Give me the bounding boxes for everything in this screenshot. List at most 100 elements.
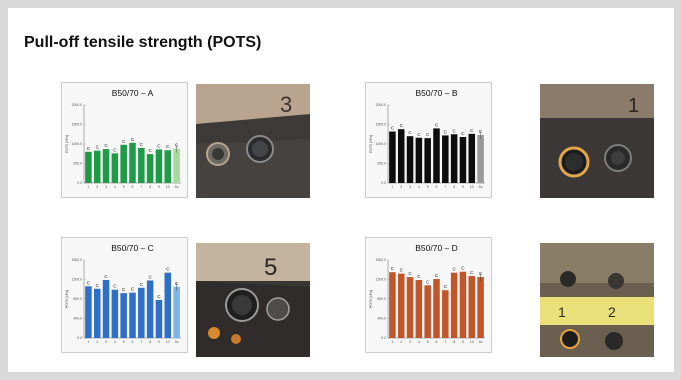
bar-label: C [87,280,91,285]
x-tick-label: 5 [427,340,429,344]
y-tick-label: 1500.0 [72,123,82,127]
x-tick-label: 1 [391,185,393,189]
x-tick-label: 1 [87,340,89,344]
bar [138,147,145,183]
y-tick-label: 0.0 [77,181,82,185]
x-tick-label: 9 [462,185,464,189]
y-axis-label: POTS [kPa] [369,135,373,153]
y-tick-label: 1200.0 [72,278,82,282]
bar-label: C [113,284,117,289]
bar-label: C [131,137,135,142]
bar-label: C [148,148,152,153]
x-tick-label: 4 [418,185,420,189]
x-tick-label: 9 [158,185,160,189]
bar-label: C [444,129,448,134]
bar-average [173,148,180,183]
bar-label: C [157,294,161,299]
bar-label: C [391,126,395,131]
photo-sample-c: 5 [196,243,310,357]
x-tick-label: 6 [132,185,134,189]
bar [415,137,423,183]
y-tick-label: 1600.0 [72,258,82,262]
bar-label: C [417,132,421,137]
bar [85,286,92,338]
x-tick-label: 4 [114,185,116,189]
bar [102,149,110,183]
bar-label: C [391,266,395,271]
bar [93,288,101,338]
y-tick-label: 400.0 [378,317,387,321]
chart-c: B50/70 – C POTS [kPa] 0.0 400.0 800.0 1200.0 1… [65,243,181,344]
bar [138,287,145,338]
y-tick-label: 400.0 [74,317,83,321]
x-tick-label: 7 [444,340,446,344]
photo-label-2: 2 [608,304,616,320]
bar-label: C [426,132,430,137]
x-tick-label: 1 [391,340,393,344]
x-tick-label: 3 [409,185,411,189]
bar [397,129,405,183]
x-tick-label: 4 [114,340,116,344]
bar-label: C [148,274,152,279]
x-tick-label: 8 [149,185,151,189]
chart-title: B50/70 – A [112,88,154,98]
bar [93,150,101,183]
bar [111,153,119,183]
bar [389,131,396,183]
chart-b: B50/70 – B POTS [kPa] 0.0 500.0 1000.0 1500.0… [369,88,485,189]
x-tick-label: 3 [105,340,107,344]
bar [442,135,449,183]
x-tick-label: 10 [166,340,170,344]
y-tick-label: 0.0 [77,336,82,340]
bar-label: C [408,130,412,135]
bar-label: C [417,274,421,279]
photo-label-1: 1 [558,304,566,320]
x-tick-label: 5 [123,340,125,344]
slide: Pull-off tensile strength (POTS) B50/70 … [8,8,674,372]
bar-label: C [444,284,448,289]
bar [450,134,458,183]
bar-label: C [122,287,126,292]
y-axis-label: POTS [kPa] [369,290,373,308]
y-axis-label: POTS [kPa] [65,135,69,153]
chart-title: B50/70 – B [415,88,457,98]
bar [146,154,154,183]
photo-digit-c: 5 [264,254,277,281]
bar-label: C [452,128,456,133]
y-tick-label: 1600.0 [376,258,386,262]
y-axis-label: POTS [kPa] [65,290,69,308]
bar-label: C [104,143,108,148]
bar [146,280,154,338]
bar [424,285,431,338]
bar [468,276,476,338]
bar [433,128,440,183]
bar-label: C [461,266,465,271]
x-tick-label: 5 [123,185,125,189]
photo-sample-d: 1 2 [540,243,654,357]
y-tick-label: 800.0 [74,297,83,301]
chart-title: B50/70 – C [111,243,154,253]
x-tick-label: 8 [453,340,455,344]
bar [85,151,92,183]
chart-panel-d: B50/70 – D POTS [kPa] 0.0 400.0 800.0 1200.0 1… [365,237,492,353]
bar-label: C [479,129,483,134]
bar [406,277,414,338]
bar-label: C [131,287,135,292]
y-tick-label: 0.0 [381,336,386,340]
y-tick-label: 1200.0 [376,278,386,282]
chart-a: B50/70 – A POTS [kPa] 0.0 500.0 1000.0 1500.0… [65,88,181,189]
bar-label: C [175,143,179,148]
x-tick-label: 4 [418,340,420,344]
bar [120,293,127,338]
chart-panel-b: B50/70 – B POTS [kPa] 0.0 500.0 1000.0 1500.0… [365,82,492,198]
x-tick-label: 10 [166,185,170,189]
chart-d: B50/70 – D POTS [kPa] 0.0 400.0 800.0 1200.0 1… [369,243,485,344]
x-tick-label: 9 [462,340,464,344]
x-tick-label: Av [479,340,483,344]
x-tick-label: 3 [105,185,107,189]
bar [164,272,172,338]
y-tick-label: 800.0 [378,297,387,301]
x-tick-label: Av [175,185,179,189]
bar-label: C [470,128,474,133]
bar [155,149,163,183]
